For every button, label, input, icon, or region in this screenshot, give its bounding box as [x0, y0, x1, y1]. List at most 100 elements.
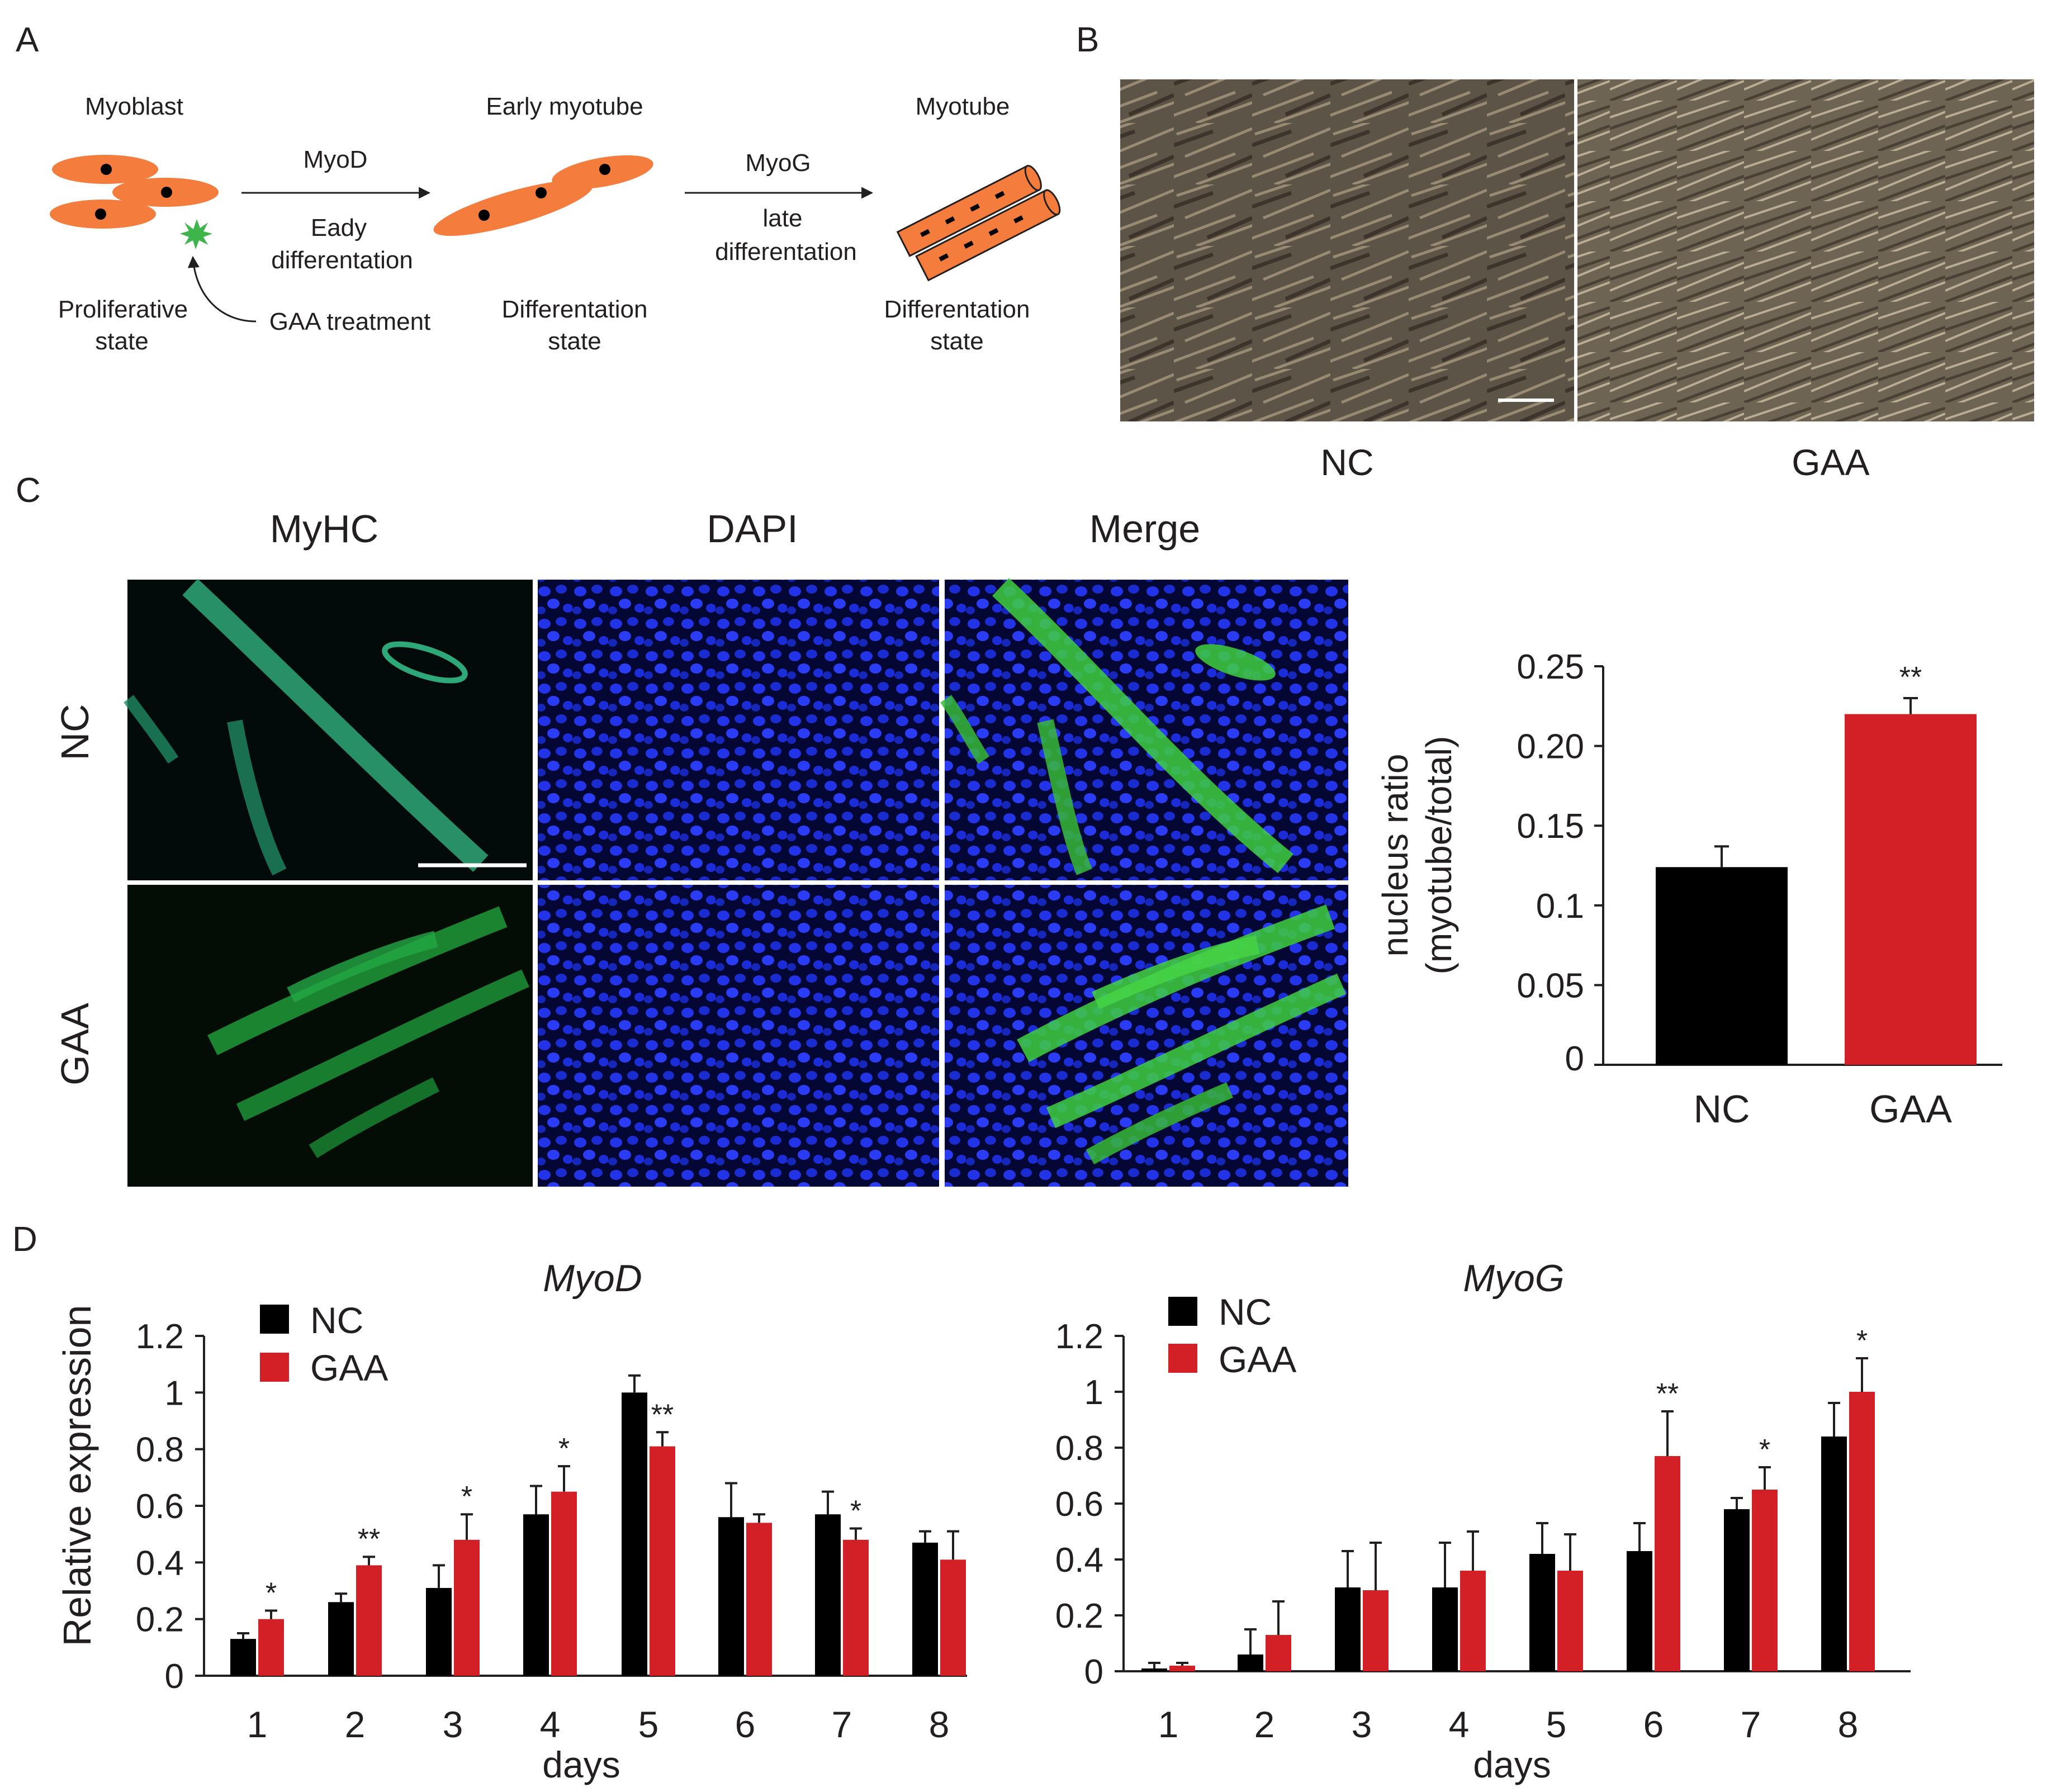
gaa-treatment-arrow: [187, 255, 257, 323]
myod-significance: *: [558, 1433, 570, 1465]
myotube-illustration: [896, 164, 1061, 282]
myog-xtick-label: 4: [1449, 1704, 1470, 1745]
channel-label-dapi: DAPI: [707, 507, 798, 551]
myod-xtick-label: 7: [832, 1704, 852, 1745]
myod-bar-gaa-day-4: [551, 1491, 577, 1676]
legend-nc-swatch: [260, 1305, 289, 1334]
chart-c-ytick-label: 0.1: [1536, 887, 1584, 926]
myod-bar-gaa-day-3: [454, 1539, 480, 1676]
nucleus-ratio-chart: nucleus ratio (myotube/total) 0 0.05 0.1 0.…: [1375, 648, 2002, 1131]
chart-c-ytick-label: 0.15: [1517, 807, 1584, 846]
chart-c-ylabel-1: nucleus ratio: [1375, 754, 1415, 957]
myod-bar-nc-day-7: [815, 1514, 841, 1676]
myod-bar-nc-day-6: [718, 1517, 744, 1676]
myhc-image-gaa: [127, 885, 533, 1187]
myog-chart-title: MyoG: [1463, 1257, 1564, 1300]
panel-a-letter: A: [16, 21, 39, 59]
legend-gaa-label-2: GAA: [1219, 1339, 1296, 1380]
legend-gaa-swatch-2: [1168, 1344, 1197, 1373]
chart-c-bar-nc: [1656, 867, 1788, 1065]
myod-significance: *: [266, 1577, 277, 1609]
myod-significance: **: [651, 1398, 674, 1431]
chart-c-ylabel-2: (myotube/total): [1419, 736, 1459, 975]
late-diff-label-2: differentation: [715, 238, 857, 266]
gaa-burst-icon: [180, 219, 212, 249]
chart-c-bar-gaa: [1845, 714, 1977, 1065]
myog-bar-nc-day-6: [1627, 1551, 1652, 1671]
myod-xtick-label: 8: [929, 1704, 950, 1745]
myod-chart-xlabel: days: [542, 1744, 620, 1785]
myog-significance: **: [1656, 1378, 1679, 1410]
myog-ytick-label: 0.8: [1055, 1429, 1103, 1468]
micrograph-gaa: [1577, 79, 2034, 421]
myhc-image-nc: [124, 579, 533, 880]
row-label-nc: NC: [53, 704, 97, 760]
myog-ytick-label: 0.4: [1055, 1541, 1103, 1580]
chart-c-ytick-label: 0.25: [1517, 648, 1584, 686]
myog-arrow-label: MyoG: [745, 149, 811, 177]
chart-c-ytick-label: 0: [1565, 1040, 1584, 1078]
myog-bar-gaa-day-5: [1557, 1571, 1583, 1671]
chart-c-significance: **: [1899, 661, 1922, 694]
myod-significance: *: [850, 1495, 861, 1528]
myog-bar-nc-day-7: [1724, 1509, 1750, 1671]
panel-c: C MyHC DAPI Merge NC GAA: [16, 471, 1348, 1187]
myog-bar-gaa-day-4: [1460, 1571, 1486, 1671]
myog-ytick-label: 0: [1084, 1653, 1103, 1691]
myod-ytick-label: 1: [165, 1374, 184, 1412]
myod-xtick-label: 6: [735, 1704, 756, 1745]
myod-xtick-label: 1: [247, 1704, 268, 1745]
myod-ytick-label: 0.2: [136, 1601, 184, 1639]
myod-bar-nc-day-3: [426, 1587, 452, 1676]
panel-d: D MyoD days Relative expression NC GAA 0…: [12, 1220, 1911, 1785]
early-diff-label-1: Eady: [311, 214, 367, 241]
dapi-image-gaa: [538, 885, 939, 1187]
myog-bar-nc-day-4: [1432, 1587, 1458, 1671]
myod-xtick-label: 4: [540, 1704, 561, 1745]
myog-xtick-label: 7: [1741, 1704, 1761, 1745]
legend-nc-label-2: NC: [1219, 1291, 1272, 1333]
myog-xtick-label: 1: [1158, 1704, 1179, 1745]
myog-ytick-label: 0.6: [1055, 1485, 1103, 1524]
myod-ytick-label: 0.8: [136, 1431, 184, 1469]
myod-bar-nc-day-8: [912, 1542, 938, 1676]
early-myotube-illustration: [433, 155, 653, 236]
myod-xtick-label: 3: [443, 1704, 463, 1745]
myod-ytick-label: 0: [165, 1657, 184, 1696]
early-myotube-title: Early myotube: [486, 93, 643, 120]
row-label-gaa: GAA: [53, 1003, 97, 1085]
panel-b: B NC GAA: [1076, 21, 2034, 483]
myod-chart-title: MyoD: [543, 1257, 642, 1300]
myog-ytick-label: 1: [1084, 1373, 1103, 1412]
myog-bar-gaa-day-2: [1266, 1635, 1291, 1671]
panel-c-letter: C: [16, 471, 41, 510]
myod-bar-gaa-day-6: [746, 1523, 772, 1676]
myog-significance: *: [1856, 1325, 1868, 1357]
myod-ytick-label: 0.4: [136, 1544, 184, 1582]
myog-chart: MyoG days NC GAA 0 0.2 0.4 0.6 0.8 1 1.2 1 2 3 4 5 *…: [1055, 1257, 1911, 1785]
chart-c-xtick-label: NC: [1693, 1087, 1750, 1131]
myog-xtick-label: 8: [1838, 1704, 1859, 1745]
myod-bar-nc-day-2: [328, 1602, 354, 1676]
myog-bar-nc-day-1: [1141, 1668, 1167, 1671]
myod-ytick-label: 1.2: [136, 1317, 184, 1356]
myod-significance: *: [461, 1481, 472, 1513]
myog-chart-xlabel: days: [1473, 1744, 1551, 1785]
myog-bar-gaa-day-7: [1752, 1490, 1778, 1671]
myotube-state-label-2: state: [930, 328, 983, 355]
early-diff-label-2: differentation: [271, 246, 413, 274]
myod-bar-nc-day-1: [230, 1639, 256, 1676]
chart-c-ytick-label: 0.05: [1517, 966, 1584, 1005]
proliferative-state-label-1: Proliferative: [58, 296, 188, 323]
micrograph-nc: [1120, 79, 1574, 421]
myog-bar-nc-day-8: [1821, 1437, 1847, 1671]
myod-xtick-label: 5: [638, 1704, 659, 1745]
myod-bar-nc-day-5: [622, 1392, 647, 1676]
myod-chart: MyoD days Relative expression NC GAA 0 0.…: [55, 1257, 967, 1785]
dapi-image-nc: [538, 580, 939, 880]
myog-xtick-label: 3: [1352, 1704, 1372, 1745]
chart-c-xtick-label: GAA: [1869, 1087, 1952, 1131]
legend-gaa-swatch: [260, 1353, 289, 1382]
differentation-state-label-1: Differentation: [502, 296, 648, 323]
